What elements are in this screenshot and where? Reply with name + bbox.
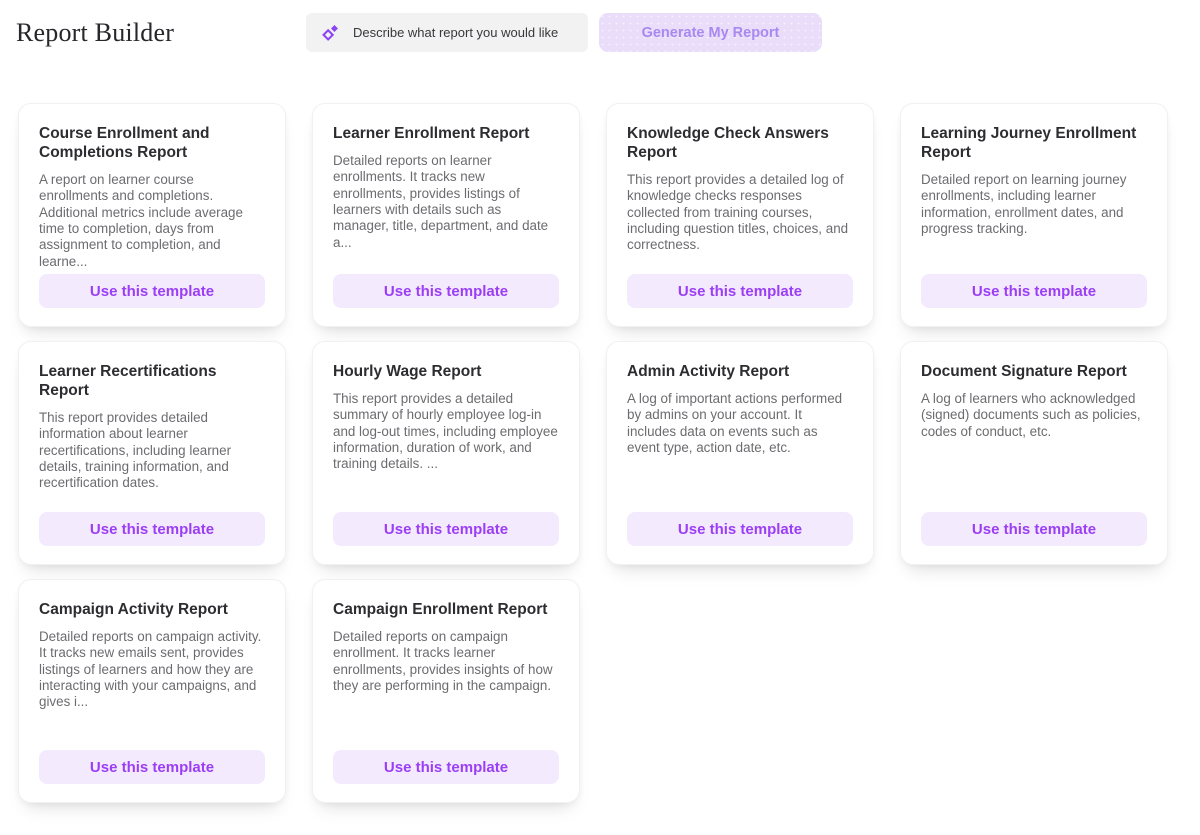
input-placeholder-text: Describe what report you would like bbox=[353, 25, 559, 40]
card-title: Learning Journey Enrollment Report bbox=[921, 125, 1137, 161]
card-description: This report provides detailed informatio… bbox=[39, 409, 232, 491]
card-description: A log of important actions performed by … bbox=[627, 390, 843, 455]
card-description: Detailed reports on campaign activity. I… bbox=[39, 628, 262, 710]
report-template-card: Learner Recertifications Report This rep… bbox=[18, 341, 286, 565]
card-title: Learner Enrollment Report bbox=[333, 125, 530, 142]
use-template-button[interactable]: Use this template bbox=[39, 274, 265, 308]
page-title: Report Builder bbox=[16, 18, 175, 47]
use-template-button[interactable]: Use this template bbox=[921, 274, 1147, 308]
report-template-card: Admin Activity Report A log of important… bbox=[606, 341, 874, 565]
card-description: Detailed report on learning journey enro… bbox=[921, 171, 1127, 236]
card-title: Document Signature Report bbox=[921, 363, 1127, 380]
card-description: A report on learner course enrollments a… bbox=[39, 171, 243, 269]
card-title: Course Enrollment and Completions Report bbox=[39, 125, 210, 161]
use-template-button[interactable]: Use this template bbox=[921, 512, 1147, 546]
use-template-button[interactable]: Use this template bbox=[39, 750, 265, 784]
report-description-input[interactable]: Describe what report you would like bbox=[306, 13, 588, 52]
report-template-card: Campaign Activity Report Detailed report… bbox=[18, 579, 286, 803]
use-template-button[interactable]: Use this template bbox=[333, 750, 559, 784]
report-template-card: Document Signature Report A log of learn… bbox=[900, 341, 1168, 565]
card-description: A log of learners who acknowledged (sign… bbox=[921, 390, 1141, 439]
card-title: Learner Recertifications Report bbox=[39, 363, 217, 399]
report-template-card: Course Enrollment and Completions Report… bbox=[18, 103, 286, 327]
use-template-button[interactable]: Use this template bbox=[39, 512, 265, 546]
card-title: Campaign Activity Report bbox=[39, 601, 228, 618]
card-title: Knowledge Check Answers Report bbox=[627, 125, 829, 161]
report-prompt-group: Describe what report you would like Gene… bbox=[306, 13, 822, 52]
card-description: Detailed reports on campaign enrollment.… bbox=[333, 628, 553, 693]
report-template-card: Learning Journey Enrollment Report Detai… bbox=[900, 103, 1168, 327]
card-description: Detailed reports on learner enrollments.… bbox=[333, 152, 549, 250]
use-template-button[interactable]: Use this template bbox=[333, 512, 559, 546]
use-template-button[interactable]: Use this template bbox=[627, 274, 853, 308]
report-template-grid: Course Enrollment and Completions Report… bbox=[18, 103, 1168, 803]
card-description: This report provides a detailed log of k… bbox=[627, 171, 849, 253]
use-template-button[interactable]: Use this template bbox=[627, 512, 853, 546]
header: Report Builder Describe what report you … bbox=[0, 0, 1200, 72]
card-title: Admin Activity Report bbox=[627, 363, 790, 380]
card-title: Hourly Wage Report bbox=[333, 363, 482, 380]
card-description: This report provides a detailed summary … bbox=[333, 390, 558, 472]
report-template-card: Hourly Wage Report This report provides … bbox=[312, 341, 580, 565]
use-template-button[interactable]: Use this template bbox=[333, 274, 559, 308]
report-template-card: Campaign Enrollment Report Detailed repo… bbox=[312, 579, 580, 803]
ai-sparkle-icon bbox=[321, 23, 340, 42]
generate-report-button[interactable]: Generate My Report bbox=[599, 13, 822, 52]
report-template-card: Knowledge Check Answers Report This repo… bbox=[606, 103, 874, 327]
card-title: Campaign Enrollment Report bbox=[333, 601, 548, 618]
report-template-card: Learner Enrollment Report Detailed repor… bbox=[312, 103, 580, 327]
